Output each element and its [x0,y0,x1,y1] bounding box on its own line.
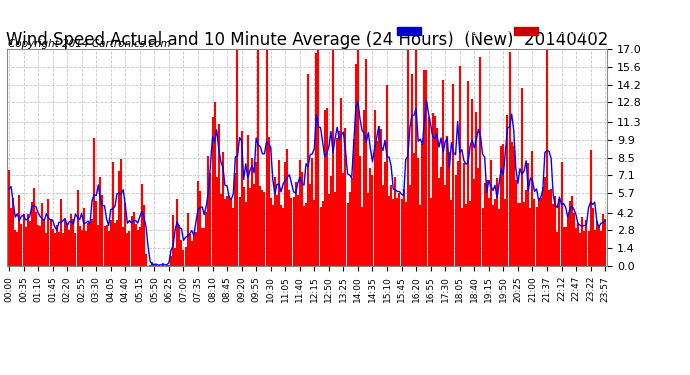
Text: Copyright 2014 Cartronics.com: Copyright 2014 Cartronics.com [8,39,171,50]
Title: Wind Speed Actual and 10 Minute Average (24 Hours)  (New)  20140402: Wind Speed Actual and 10 Minute Average … [6,31,609,49]
Legend: 10 Min Avg (mph), Wind (mph): 10 Min Avg (mph), Wind (mph) [396,26,600,37]
